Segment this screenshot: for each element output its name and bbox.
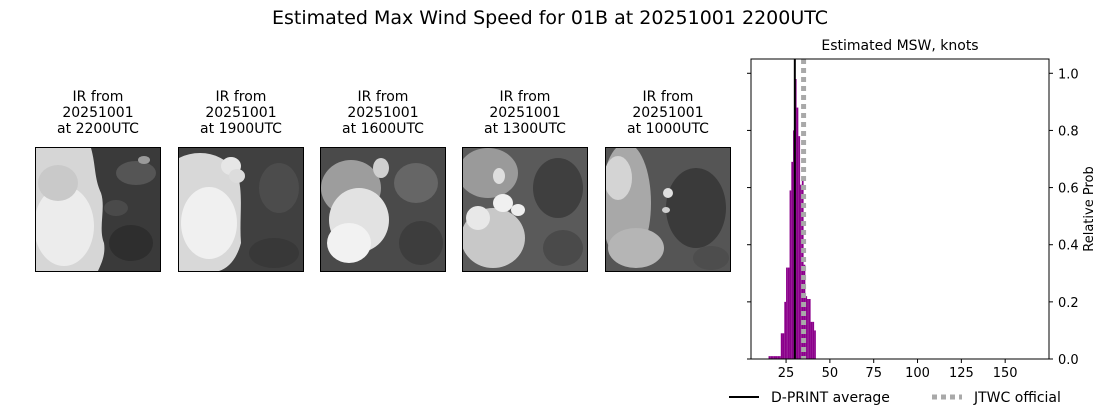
histogram-bar-5 (775, 356, 778, 359)
y-tick-label-4: 0.6 (1058, 182, 1079, 197)
histogram-bar-18 (798, 136, 801, 359)
y-tick-label-5: 0.8 (1058, 124, 1079, 139)
x-axis-ticks: 25 50 75 100 125 150 (778, 359, 1018, 381)
plot-area-frame (750, 58, 1050, 360)
histogram-bar-7 (779, 356, 781, 359)
histogram-bar-27 (814, 330, 816, 359)
ir-satellite-image-2 (178, 147, 304, 272)
y-axis-ticks: 0.0 0.2 0.4 0.6 0.8 1.0 (747, 67, 1079, 368)
histogram-bar-1 (768, 356, 771, 359)
y-tick-label-3: 0.4 (1058, 239, 1079, 254)
ir-panel-5-caption-line-3: at 1000UTC (627, 121, 709, 137)
ir-panel-1: IR from 20251001 at 2200UTC (35, 89, 161, 272)
ir-panel-5: IR from 20251001 at 1000UTC (605, 89, 731, 272)
histogram-bar-24 (808, 299, 811, 359)
histogram-bar-22 (805, 296, 808, 359)
histogram-bar-23 (807, 299, 809, 359)
ir-satellite-image-3 (320, 147, 446, 272)
y-tick-label-1: 0.0 (1058, 353, 1079, 368)
ir-panel-1-caption-line-1: IR from (72, 89, 124, 105)
ir-satellite-image-5 (605, 147, 731, 272)
ir-satellite-image-1 (35, 147, 161, 272)
ir-panel-3-caption-line-3: at 1600UTC (342, 121, 424, 137)
histogram-bar-10 (784, 301, 787, 359)
histogram-bar-4 (773, 356, 776, 359)
ir-panel-3: IR from 20251001 at 1600UTC (320, 89, 446, 272)
x-tick-label-100: 100 (905, 366, 930, 381)
histogram-bar-11 (786, 267, 788, 359)
ir-panel-4-caption-line-3: at 1300UTC (484, 121, 566, 137)
x-tick-label-125: 125 (949, 366, 974, 381)
histogram-bar-25 (810, 321, 813, 359)
histogram-bar-8 (780, 333, 783, 359)
histogram-bar-17 (796, 107, 799, 359)
ir-panel-4-caption-line-2: 20251001 (489, 105, 561, 121)
figure-title: Estimated Max Wind Speed for 01B at 2025… (271, 7, 829, 29)
histogram-bars (768, 79, 816, 359)
ir-panel-2: IR from 20251001 at 1900UTC (178, 89, 304, 272)
ir-panel-3-caption-line-2: 20251001 (347, 105, 419, 121)
ir-panel-1-caption-line-3: at 2200UTC (57, 121, 139, 137)
ir-panel-2-caption-line-1: IR from (215, 89, 267, 105)
ir-panel-5-caption-line-1: IR from (642, 89, 694, 105)
y-tick-label-6: 1.0 (1058, 67, 1079, 82)
histogram-bar-12 (787, 267, 790, 359)
ir-satellite-image-4 (462, 147, 588, 272)
x-tick-label-75: 75 (865, 366, 882, 381)
ir-panel-3-caption-line-1: IR from (357, 89, 409, 105)
ir-panel-4: IR from 20251001 at 1300UTC (462, 89, 588, 272)
y-axis-label: Relative Prob (1082, 166, 1097, 251)
legend-dprint-label: D-PRINT average (771, 390, 890, 406)
histogram-bar-13 (789, 190, 792, 359)
histogram-bar-14 (791, 161, 794, 359)
legend: D-PRINT average JTWC official (729, 390, 1061, 406)
ir-panel-4-caption-line-1: IR from (499, 89, 551, 105)
ir-panel-2-caption-line-2: 20251001 (205, 105, 277, 121)
ir-panel-5-caption-line-2: 20251001 (632, 105, 704, 121)
x-tick-label-150: 150 (993, 366, 1018, 381)
legend-jtwc-label: JTWC official (973, 390, 1061, 406)
chart-title: Estimated MSW, knots (821, 38, 978, 54)
histogram-bar-9 (782, 333, 785, 359)
histogram-bar-2 (770, 356, 773, 359)
histogram-bar-6 (777, 356, 780, 359)
x-tick-label-50: 50 (822, 366, 839, 381)
histogram-bar-19 (800, 184, 802, 359)
ir-panel-1-caption-line-2: 20251001 (62, 105, 134, 121)
y-tick-label-2: 0.2 (1058, 296, 1079, 311)
histogram-bar-26 (812, 321, 815, 359)
histogram-bar-3 (772, 356, 774, 359)
x-tick-label-25: 25 (778, 366, 795, 381)
ir-panel-2-caption-line-3: at 1900UTC (200, 121, 282, 137)
